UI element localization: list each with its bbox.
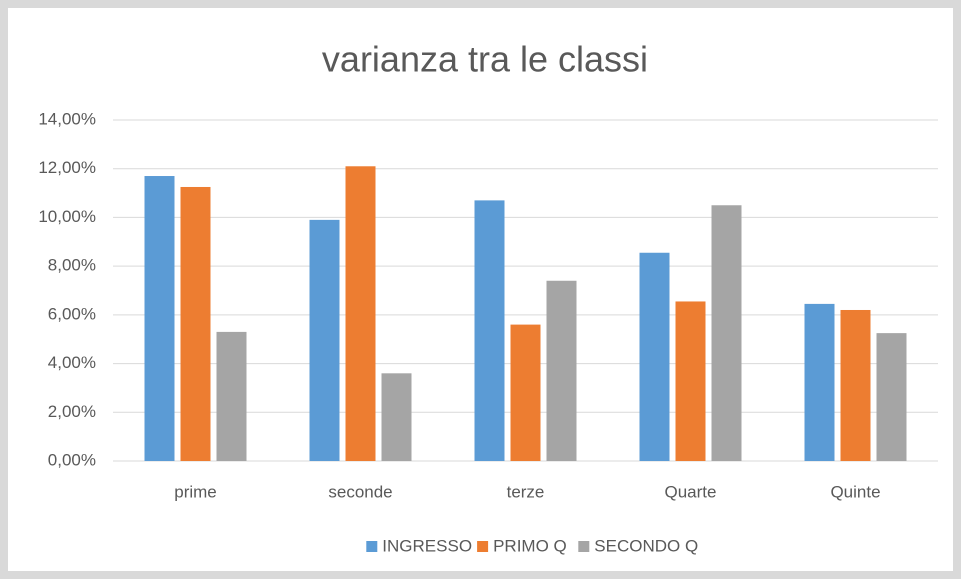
bar [675, 301, 706, 461]
y-tick-label: 8,00% [48, 256, 96, 275]
x-tick-label: seconde [328, 482, 392, 501]
legend-label: PRIMO Q [493, 536, 567, 555]
bar [180, 186, 211, 461]
bar [711, 205, 742, 461]
bar [216, 331, 247, 461]
y-tick-label: 12,00% [38, 158, 96, 177]
x-tick-label: prime [174, 482, 217, 501]
y-tick-label: 14,00% [38, 109, 96, 128]
bar [546, 280, 577, 461]
legend-label: INGRESSO [382, 536, 472, 555]
legend-label: SECONDO Q [594, 536, 698, 555]
y-tick-label: 4,00% [48, 353, 96, 372]
bar [510, 324, 541, 461]
bar [474, 200, 505, 461]
x-tick-label: Quarte [665, 482, 717, 501]
bar [840, 309, 871, 461]
bar [639, 252, 670, 461]
x-tick-label: Quinte [830, 482, 880, 501]
bar [804, 303, 835, 461]
y-tick-label: 10,00% [38, 207, 96, 226]
bar [144, 176, 175, 461]
y-tick-label: 2,00% [48, 402, 96, 421]
bar [876, 333, 907, 461]
y-tick-label: 6,00% [48, 304, 96, 323]
bar [345, 166, 376, 461]
bar [381, 373, 412, 461]
x-tick-label: terze [507, 482, 545, 501]
legend-swatch [578, 541, 590, 552]
chart-title: varianza tra le classi [322, 39, 648, 80]
bar [309, 219, 340, 461]
y-tick-label: 0,00% [48, 450, 96, 469]
legend-swatch [477, 541, 489, 552]
legend-swatch [366, 541, 378, 552]
